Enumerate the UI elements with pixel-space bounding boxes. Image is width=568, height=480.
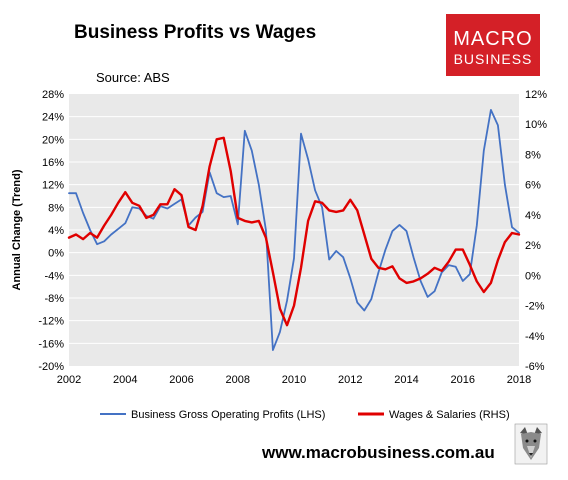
right-tick-label: 12% bbox=[525, 89, 547, 101]
series-wages-line bbox=[67, 136, 521, 327]
x-tick-label: 2012 bbox=[338, 374, 362, 386]
left-tick-label: -16% bbox=[38, 338, 64, 350]
x-tick-label: 2014 bbox=[394, 374, 418, 386]
logo-line-1: MACRO bbox=[453, 28, 532, 50]
right-tick-label: 0% bbox=[525, 270, 541, 282]
legend-label-wages: Wages & Salaries (RHS) bbox=[389, 409, 510, 421]
website-url: www.macrobusiness.com.au bbox=[261, 443, 495, 462]
right-tick-label: -6% bbox=[525, 361, 545, 373]
macrobusiness-logo: MACRO BUSINESS bbox=[446, 14, 540, 76]
legend: Business Gross Operating Profits (LHS) W… bbox=[100, 409, 510, 421]
left-tick-label: 20% bbox=[42, 134, 64, 146]
left-tick-label: 24% bbox=[42, 112, 64, 124]
chart-title: Business Profits vs Wages bbox=[74, 22, 316, 43]
left-tick-label: 0% bbox=[48, 248, 64, 260]
left-tick-label: -12% bbox=[38, 316, 64, 328]
left-tick-label: 12% bbox=[42, 180, 64, 192]
x-tick-label: 2016 bbox=[451, 374, 475, 386]
left-tick-label: 8% bbox=[48, 202, 64, 214]
left-tick-label: 4% bbox=[48, 225, 64, 237]
series-layer bbox=[67, 109, 521, 351]
left-axis-ticks: 28% 24% 20% 16% 12% 8% 4% 0% -4% -8% -12% -16% -20% bbox=[38, 89, 64, 373]
right-tick-label: 10% bbox=[525, 119, 547, 131]
wolf-icon bbox=[514, 423, 548, 465]
left-tick-label: 28% bbox=[42, 89, 64, 101]
x-tick-label: 2006 bbox=[169, 374, 193, 386]
x-tick-label: 2010 bbox=[282, 374, 306, 386]
right-tick-label: -2% bbox=[525, 301, 545, 313]
right-tick-label: 2% bbox=[525, 240, 541, 252]
x-axis-ticks: 2002 2004 2006 2008 2010 2012 2014 2016 2018 bbox=[57, 374, 531, 386]
left-tick-label: 16% bbox=[42, 157, 64, 169]
right-tick-label: 8% bbox=[525, 149, 541, 161]
right-tick-label: -4% bbox=[525, 331, 545, 343]
left-tick-label: -8% bbox=[44, 293, 64, 305]
left-tick-label: -20% bbox=[38, 361, 64, 373]
x-tick-label: 2004 bbox=[113, 374, 137, 386]
right-tick-label: 6% bbox=[525, 180, 541, 192]
right-axis-ticks: 12% 10% 8% 6% 4% 2% 0% -2% -4% -6% bbox=[525, 89, 547, 373]
x-tick-label: 2008 bbox=[226, 374, 250, 386]
x-tick-label: 2018 bbox=[507, 374, 531, 386]
x-tick-label: 2002 bbox=[57, 374, 81, 386]
logo-line-2: BUSINESS bbox=[454, 51, 533, 67]
logo-background bbox=[446, 14, 540, 76]
right-tick-label: 4% bbox=[525, 210, 541, 222]
legend-label-profits: Business Gross Operating Profits (LHS) bbox=[131, 409, 325, 421]
y-axis-title: Annual Change (Trend) bbox=[11, 169, 23, 290]
chart-source: Source: ABS bbox=[96, 70, 170, 85]
left-tick-label: -4% bbox=[44, 270, 64, 282]
